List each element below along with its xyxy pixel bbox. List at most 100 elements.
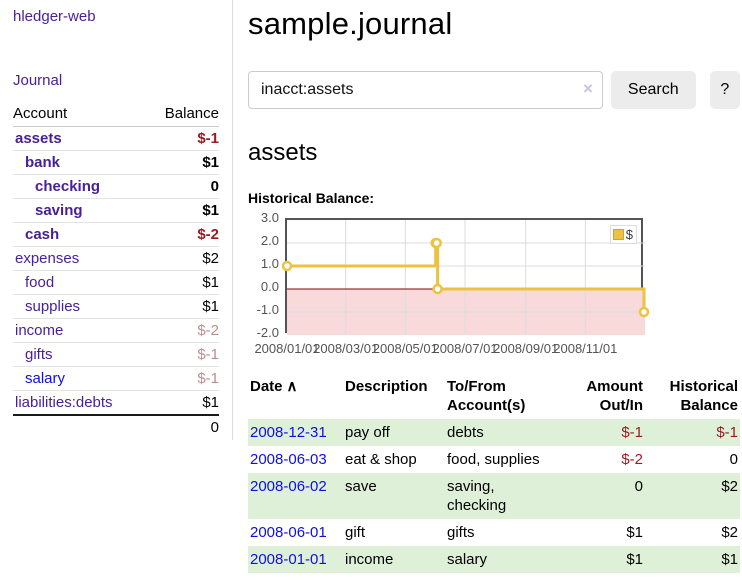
sort-asc-icon: ∧ xyxy=(286,378,298,395)
account-total-spacer xyxy=(13,414,147,439)
register-amount: $1 xyxy=(626,524,643,541)
register-header-row: Date ∧ Description To/From Account(s) Amo… xyxy=(248,375,740,419)
register-amount: $-2 xyxy=(621,451,643,468)
chart-plot-area: $ xyxy=(281,218,650,335)
sidebar-account-link[interactable]: checking xyxy=(35,178,101,195)
account-row: food $1 xyxy=(13,270,219,295)
sidebar-account-balance: $-2 xyxy=(146,318,219,343)
search-input[interactable] xyxy=(248,71,603,109)
register-amount: 0 xyxy=(634,478,643,495)
search-button[interactable]: Search xyxy=(610,71,696,109)
register-balance: $1 xyxy=(721,551,738,568)
search-box: × xyxy=(248,71,603,109)
account-heading: assets xyxy=(248,139,318,166)
y-tick-label: -1.0 xyxy=(256,302,279,317)
account-total-row: 0 xyxy=(13,414,219,439)
register-amount: $1 xyxy=(626,551,643,568)
sidebar-account-balance: $1 xyxy=(146,150,219,175)
sidebar-account-link[interactable]: salary xyxy=(25,370,66,387)
sidebar-account-link[interactable]: liabilities:debts xyxy=(15,394,113,411)
register-date-link[interactable]: 2008-01-01 xyxy=(250,551,327,568)
y-tick-label: -2.0 xyxy=(256,325,279,340)
register-balance: $2 xyxy=(721,524,738,541)
register-header-date[interactable]: Date ∧ xyxy=(250,378,298,395)
sidebar-account-link[interactable]: income xyxy=(15,322,64,339)
account-tree-header-row: Account Balance xyxy=(13,102,219,127)
x-tick-label: 2008/03/01 xyxy=(313,341,379,356)
x-tick-label: 2008/07/01 xyxy=(432,341,498,356)
register-row: 2008-12-31 pay off debts $-1 $-1 xyxy=(248,419,740,446)
register-description: eat & shop xyxy=(345,451,417,468)
account-row: expenses $2 xyxy=(13,246,219,271)
sidebar-account-link[interactable]: expenses xyxy=(15,250,80,267)
y-tick-label: 1.0 xyxy=(260,256,279,271)
account-row: cash $-2 xyxy=(13,222,219,247)
clear-search-icon[interactable]: × xyxy=(582,79,593,98)
register-balance: $-1 xyxy=(716,424,738,441)
register-accounts: food, supplies xyxy=(447,451,540,468)
sidebar-account-balance: $-1 xyxy=(146,342,219,367)
sidebar-account-link[interactable]: gifts xyxy=(25,346,53,363)
account-row: gifts $-1 xyxy=(13,342,219,367)
register-header-accounts: To/From Account(s) xyxy=(447,378,526,414)
balance-column-header: Balance xyxy=(146,102,219,127)
register-date-link[interactable]: 2008-06-01 xyxy=(250,524,327,541)
sidebar-account-link[interactable]: assets xyxy=(15,130,62,147)
register-date-link[interactable]: 2008-12-31 xyxy=(250,424,327,441)
sidebar-account-balance: $1 xyxy=(146,294,219,319)
register-table: Date ∧ Description To/From Account(s) Amo… xyxy=(248,375,740,573)
search-form: × Search ? xyxy=(248,71,740,109)
register-body: 2008-12-31 pay off debts $-1 $-1 2008-06-03 ea… xyxy=(248,419,740,573)
register-description: pay off xyxy=(345,424,390,441)
account-row: salary $-1 xyxy=(13,366,219,391)
x-tick-label: 2008/09/01 xyxy=(493,341,559,356)
account-tree-body: assets $-1 bank $1 checking 0 saving $1 cash $-2 e… xyxy=(13,126,219,415)
chart-legend: $ xyxy=(609,225,637,244)
y-tick-label: 0.0 xyxy=(260,279,279,294)
sidebar-account-link[interactable]: bank xyxy=(25,154,61,171)
legend-swatch-icon xyxy=(612,229,624,240)
register-header-amount: Amount Out/In xyxy=(586,378,643,414)
sidebar-account-link[interactable]: supplies xyxy=(25,298,81,315)
register-accounts: gifts xyxy=(447,524,475,541)
account-row: income $-2 xyxy=(13,318,219,343)
page-title: sample.journal xyxy=(248,6,453,41)
sidebar-account-balance: $-2 xyxy=(146,222,219,247)
y-tick-label: 2.0 xyxy=(260,233,279,248)
app-brand-link[interactable]: hledger-web xyxy=(13,8,96,25)
sidebar-account-link[interactable]: food xyxy=(25,274,55,291)
register-description: income xyxy=(345,551,394,568)
sidebar-account-balance: $1 xyxy=(146,390,219,415)
sidebar-account-balance: $-1 xyxy=(146,126,219,151)
register-date-link[interactable]: 2008-06-02 xyxy=(250,478,327,495)
register-header-balance: Historical Balance xyxy=(669,378,738,414)
register-accounts: debts xyxy=(447,424,484,441)
account-row: checking 0 xyxy=(13,174,219,199)
register-description: gift xyxy=(345,524,366,541)
sidebar-account-balance: $1 xyxy=(146,270,219,295)
register-balance: $2 xyxy=(721,478,738,495)
sidebar-account-balance: $-1 xyxy=(146,366,219,391)
chart-canvas xyxy=(281,220,650,335)
sidebar-item-journal[interactable]: Journal xyxy=(13,72,63,89)
x-tick-label: 2008/11/01 xyxy=(553,341,618,356)
account-row: supplies $1 xyxy=(13,294,219,319)
register-date-link[interactable]: 2008-06-03 xyxy=(250,451,327,468)
sidebar: hledger-web Journal Account Balance asse… xyxy=(0,0,233,440)
sidebar-account-balance: $1 xyxy=(146,198,219,223)
register-row: 2008-06-02 save saving, checking 0 $2 xyxy=(248,473,740,519)
register-balance: 0 xyxy=(729,451,738,468)
register-amount: $-1 xyxy=(621,424,643,441)
register-row: 2008-06-01 gift gifts $1 $2 xyxy=(248,519,740,546)
sidebar-account-link[interactable]: saving xyxy=(35,202,83,219)
historical-balance-chart: $ 3.0 2.0 1.0 0.0 -1.0 -2.0 2008/01/01 2008/03/… xyxy=(248,210,740,360)
chart-title: Historical Balance: xyxy=(248,190,375,206)
sidebar-account-balance: $2 xyxy=(146,246,219,271)
sidebar-account-balance: 0 xyxy=(146,174,219,199)
account-row: liabilities:debts $1 xyxy=(13,390,219,415)
register-header-description: Description xyxy=(345,378,428,395)
account-row: saving $1 xyxy=(13,198,219,223)
account-total-value: 0 xyxy=(146,414,219,439)
sidebar-account-link[interactable]: cash xyxy=(25,226,60,243)
search-help-button[interactable]: ? xyxy=(709,71,740,109)
